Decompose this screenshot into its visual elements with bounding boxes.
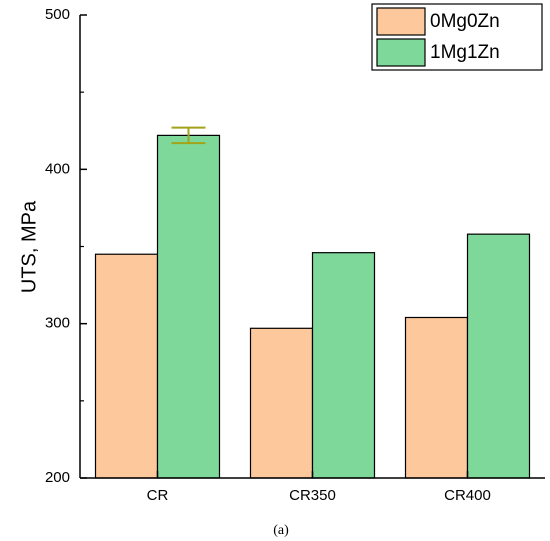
legend-label-1mg1zn: 1Mg1Zn — [430, 42, 500, 63]
x-tick-label-cr400: CR400 — [444, 487, 491, 504]
x-tick-label-cr: CR — [147, 487, 169, 504]
y-tick-label: 200 — [45, 469, 70, 486]
y-axis-title: UTS, MPa — [18, 200, 40, 293]
y-tick-label: 500 — [45, 6, 70, 23]
bar-0mg0zn-cr400 — [404, 316, 469, 479]
legend-swatch-1mg1zn — [376, 38, 426, 67]
y-tick-label: 300 — [45, 315, 70, 332]
x-tick-label-cr350: CR350 — [289, 487, 336, 504]
bar-1mg1zn-cr400 — [466, 233, 531, 479]
axes: 200 300 400 500 CR CR350 CR400 — [45, 6, 545, 504]
bar-1mg1zn-cr350 — [311, 252, 376, 479]
y-tick-label: 400 — [45, 160, 70, 177]
bar-0mg0zn-cr — [94, 253, 159, 479]
legend-label-0mg0zn: 0Mg0Zn — [430, 11, 500, 32]
bar-1mg1zn-cr — [156, 134, 221, 479]
figure-caption: (a) — [273, 523, 289, 538]
error-bar-cr — [171, 126, 206, 145]
bar-0mg0zn-cr350 — [249, 327, 314, 479]
plot-marks — [94, 126, 531, 479]
legend-swatch-0mg0zn — [376, 7, 426, 36]
legend: 0Mg0Zn 1Mg1Zn — [371, 3, 543, 71]
